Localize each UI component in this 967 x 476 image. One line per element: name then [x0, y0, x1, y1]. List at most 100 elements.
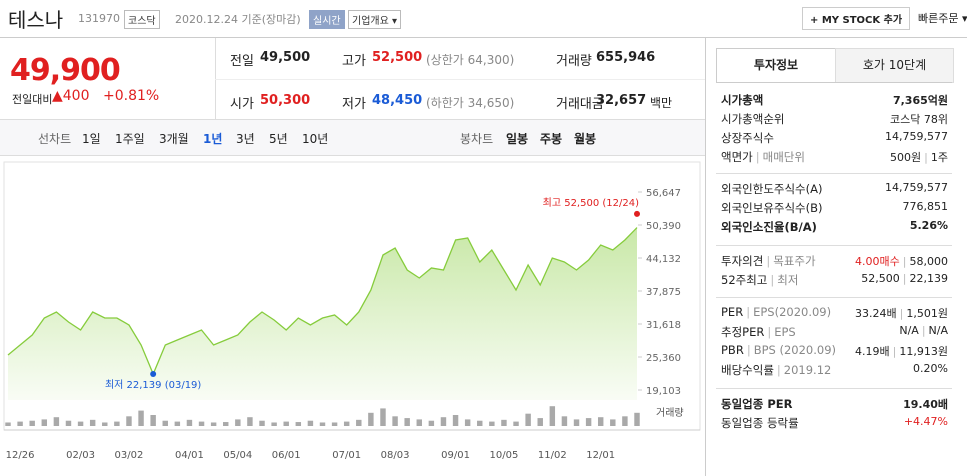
label-part: 동일업종 등락률 — [721, 416, 799, 430]
candle-tab[interactable]: 주봉 — [540, 132, 563, 146]
label-part: 외국인소진율(B/A) — [721, 220, 817, 234]
stat-label: 저가 — [342, 97, 366, 112]
label-part: PBR — [721, 343, 744, 357]
label-part: 최저 — [777, 273, 799, 287]
my-stock-button[interactable]: + MY STOCK 추가 — [802, 7, 911, 30]
stat-label: 거래량 — [556, 54, 592, 69]
separator: | — [770, 273, 775, 287]
tab[interactable]: 호가 10단계 — [835, 48, 954, 83]
y-tick-label: 25,360 — [646, 353, 681, 364]
stat-value: 32,657 — [596, 93, 647, 108]
info-value: 4.19배 | 11,913원 — [855, 343, 948, 359]
label-part: 상장주식수 — [721, 131, 774, 145]
y-tick-label: 50,390 — [646, 221, 681, 232]
annotation-dot — [634, 210, 640, 217]
volume-bar — [356, 419, 362, 426]
value-part: 14,759,577 — [885, 130, 948, 143]
value-part: 19.40배 — [903, 398, 948, 411]
separator: | — [766, 254, 771, 268]
info-label: 동일업종 등락률 — [721, 415, 799, 431]
value-part: 33.24배 — [855, 307, 897, 320]
candle-tab[interactable]: 월봉 — [574, 132, 597, 146]
x-tick-label: 04/01 — [175, 450, 204, 461]
tab[interactable]: 투자정보 — [716, 48, 836, 82]
volume-bar — [573, 419, 580, 426]
separator: | — [899, 307, 904, 320]
volume-bar — [235, 419, 241, 426]
x-tick-label: 02/03 — [66, 450, 95, 461]
info-label: 투자의견 | 목표주가 — [721, 253, 816, 269]
volume-bar — [150, 415, 156, 426]
period-tab[interactable]: 5년 — [269, 132, 288, 146]
volume-bar — [368, 412, 374, 426]
label-part: EPS(2020.09) — [753, 305, 832, 319]
candle-tab[interactable]: 일봉 — [506, 132, 529, 146]
volume-bar — [162, 420, 168, 426]
label-part: BPS (2020.09) — [753, 343, 837, 357]
value-part: 52,500 — [861, 272, 900, 285]
info-value: 코스닥 78위 — [890, 111, 948, 127]
stat-note: (하한가 34,650) — [426, 96, 515, 110]
info-label: 외국인소진율(B/A) — [721, 219, 817, 235]
period-tab[interactable]: 10년 — [302, 132, 329, 146]
info-value: 7,365억원 — [893, 92, 948, 108]
realtime-badge[interactable]: 실시간 — [309, 10, 345, 29]
stat-label: 전일 — [230, 54, 254, 69]
info-value: 19.40배 — [903, 396, 948, 412]
volume-bar — [452, 415, 459, 426]
volume-bar — [634, 412, 640, 426]
volume-bar — [331, 422, 338, 426]
company-info[interactable]: 기업개요 ▾ — [348, 10, 401, 29]
tab-line — [716, 82, 952, 83]
group-divider — [716, 245, 952, 246]
separator: | — [921, 324, 926, 337]
x-tick-label: 05/04 — [223, 450, 252, 461]
separator: | — [746, 305, 751, 319]
period-tab[interactable]: 3년 — [236, 132, 255, 146]
volume-bar — [561, 416, 568, 426]
volume-bar — [380, 408, 386, 426]
x-tick-label: 03/02 — [115, 450, 144, 461]
info-label: 추정PER | EPS — [721, 324, 796, 340]
volume-bar — [416, 419, 422, 426]
value-part: 0.20% — [913, 362, 948, 375]
volume-bar — [271, 422, 277, 426]
info-label: 52주최고 | 최저 — [721, 272, 798, 288]
value-part: 5.26% — [909, 219, 948, 232]
price-area — [8, 227, 637, 400]
change-label: 전일대비 — [12, 93, 53, 106]
period-tab[interactable]: 1년 — [203, 132, 223, 146]
volume-bar — [319, 422, 326, 426]
x-tick-label: 06/01 — [272, 450, 301, 461]
value-part: 1,501원 — [906, 307, 948, 320]
price-line — [7, 227, 638, 376]
x-tick-label: 07/01 — [332, 450, 361, 461]
info-value: 33.24배 | 1,501원 — [855, 305, 948, 321]
label-part: 매매단위 — [762, 150, 805, 164]
period-tab[interactable]: 3개월 — [159, 132, 189, 146]
info-value: 500원 | 1주 — [890, 149, 948, 165]
x-tick-label: 12/01 — [586, 450, 615, 461]
volume-bar — [53, 417, 60, 426]
stock-name: 테스나 — [8, 8, 64, 32]
y-tick-label: 19,103 — [646, 386, 681, 397]
volume-bar — [489, 421, 495, 426]
period-tab[interactable]: 1주일 — [115, 132, 145, 146]
volume-bar — [5, 422, 11, 426]
divider — [215, 79, 705, 80]
volume-bar — [464, 419, 471, 426]
annotation-label: 최저 22,139 (03/19) — [105, 379, 201, 391]
label-part: 외국인보유주식수(B) — [721, 201, 823, 215]
quick-order[interactable]: 빠른주문 ▾ — [918, 12, 967, 25]
volume-bar — [247, 417, 253, 426]
stat-note: (상한가 64,300) — [426, 53, 515, 67]
stat-label: 고가 — [342, 54, 366, 69]
label-part: 추정PER — [721, 325, 765, 339]
info-label: PBR | BPS (2020.09) — [721, 343, 836, 357]
x-tick-label: 09/01 — [441, 450, 470, 461]
value-part: 4.00매수 — [855, 255, 900, 268]
info-value: N/A | N/A — [899, 324, 948, 337]
info-value: 52,500 | 22,139 — [861, 272, 948, 285]
stat-value: 655,946 — [596, 50, 656, 65]
period-tab[interactable]: 1일 — [82, 132, 101, 146]
